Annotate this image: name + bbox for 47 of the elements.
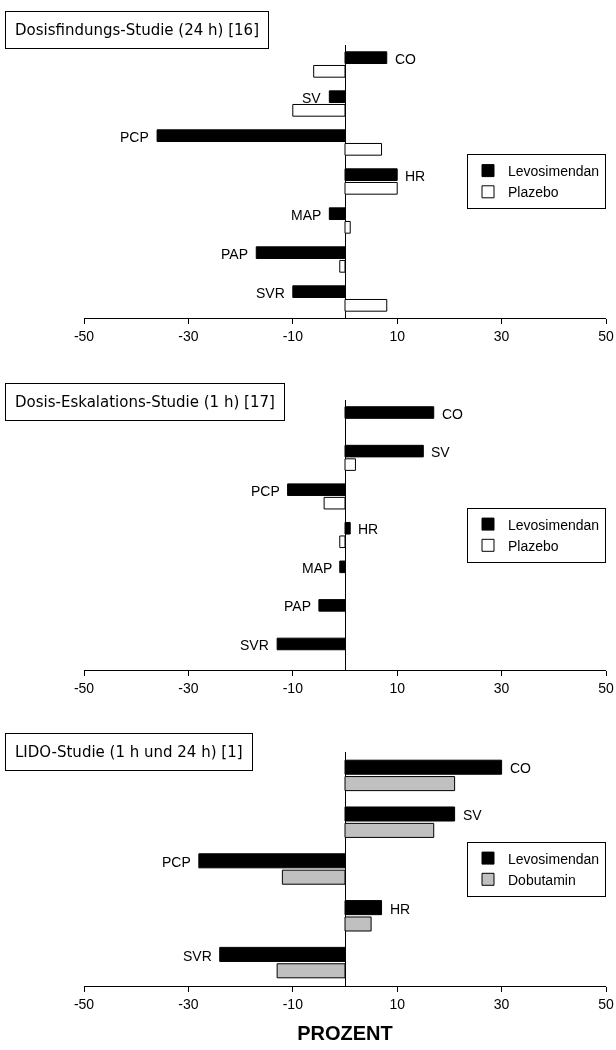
chart-title: Dosis-Eskalations-Studie (1 h) [17]	[15, 393, 275, 411]
y-tick-label: SV	[302, 90, 322, 106]
legend-label: Plazebo	[508, 537, 559, 554]
x-tick-label: 50	[598, 995, 614, 1012]
y-tick-label: MAP	[302, 560, 333, 576]
x-tick-label: 50	[598, 679, 614, 696]
x-tick-label: -50	[73, 995, 95, 1012]
y-tick-label: HR	[358, 521, 379, 537]
y-tick-label: SV	[431, 444, 451, 460]
chart-title: LIDO-Studie (1 h und 24 h) [1]	[15, 743, 243, 761]
legend-label: Levosimendan	[508, 850, 600, 867]
legend-label: Levosimendan	[508, 163, 600, 180]
x-tick-label: 30	[493, 995, 510, 1012]
y-tick-label: CO	[510, 760, 532, 776]
y-tick-label: SVR	[256, 285, 285, 301]
x-tick-label: -30	[178, 995, 199, 1012]
x-tick-label: 10	[389, 679, 406, 696]
y-tick-label: PAP	[221, 246, 248, 262]
x-tick-label: -10	[282, 995, 304, 1012]
y-tick-label: PCP	[251, 483, 280, 499]
x-tick-label: -30	[178, 327, 199, 344]
legend-label: Levosimendan	[508, 516, 600, 533]
y-tick-label: PCP	[162, 854, 191, 870]
y-tick-label: SVR	[240, 637, 269, 653]
x-tick-label: -50	[73, 327, 95, 344]
x-tick-label: 30	[493, 679, 510, 696]
x-tick-label: -30	[178, 679, 199, 696]
y-tick-label: PAP	[284, 598, 311, 614]
y-tick-label: SVR	[183, 948, 212, 964]
x-tick-label: 30	[493, 327, 510, 344]
y-tick-label: SV	[463, 807, 483, 823]
x-tick-label: 50	[598, 327, 614, 344]
x-tick-label: -10	[282, 327, 304, 344]
y-tick-label: CO	[395, 51, 417, 67]
chart-title: Dosisfindungs-Studie (24 h) [16]	[15, 21, 259, 39]
y-tick-label: MAP	[291, 207, 322, 223]
y-tick-label: HR	[405, 168, 426, 184]
x-tick-label: 10	[389, 995, 406, 1012]
y-tick-label: PCP	[120, 129, 149, 145]
x-axis-title: PROZENT	[297, 1022, 393, 1045]
legend-label: Dobutamin	[508, 871, 576, 888]
y-tick-label: HR	[390, 901, 411, 917]
x-tick-label: 10	[389, 327, 406, 344]
legend-label: Plazebo	[508, 184, 559, 201]
x-tick-label: -10	[282, 679, 304, 696]
x-tick-label: -50	[73, 679, 95, 696]
y-tick-label: CO	[442, 406, 464, 422]
